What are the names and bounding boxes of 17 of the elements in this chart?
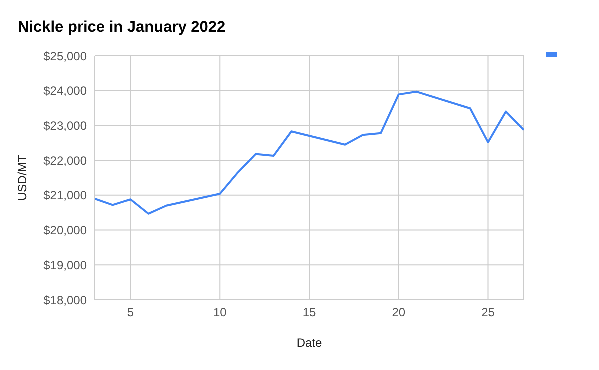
x-tick-label: 20 (392, 306, 406, 320)
chart-title: Nickle price in January 2022 (18, 19, 226, 37)
x-tick-label: 5 (127, 306, 134, 320)
y-tick-label: $23,000 (44, 118, 88, 133)
y-tick-label: $24,000 (44, 84, 88, 98)
y-tick-label: $22,000 (44, 154, 88, 168)
x-axis-title: Date (296, 336, 322, 350)
y-tick-label: $20,000 (44, 224, 88, 238)
y-tick-label: $21,000 (44, 188, 88, 203)
y-tick-label: $19,000 (44, 258, 88, 272)
line-series (95, 90, 524, 215)
x-tick-label: 25 (482, 306, 496, 320)
y-tick-label: $18,000 (44, 293, 88, 308)
x-tick-label: 10 (213, 306, 228, 320)
y-tick-label: $25,000 (44, 49, 88, 64)
y-axis-title: USD/MT (15, 154, 30, 201)
x-tick-label: 15 (302, 306, 316, 320)
